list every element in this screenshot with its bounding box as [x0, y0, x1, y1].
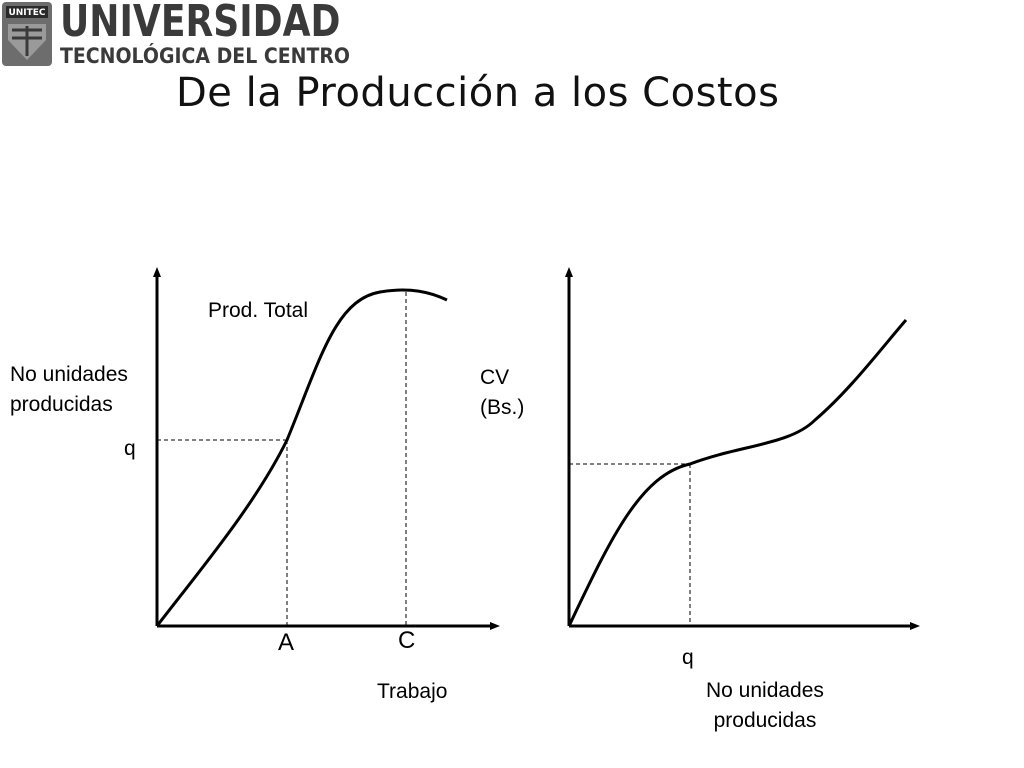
right-y-axis-label-line-1: CV — [480, 366, 510, 389]
point-c-label: C — [398, 627, 416, 654]
right-q-label: q — [682, 646, 694, 669]
page-title: De la Producción a los Costos — [176, 70, 780, 116]
total-product-label: Prod. Total — [208, 299, 309, 322]
left-q-label: q — [124, 437, 136, 460]
point-a-label: A — [278, 629, 295, 656]
right-x-axis-label-line-1: No unidades — [706, 679, 824, 702]
right-y-axis-label-line-2: (Bs.) — [480, 396, 525, 419]
unitec-shield-icon: UNITEC — [2, 2, 52, 66]
right-x-axis-label: No unidades producidas — [706, 676, 824, 736]
left-y-axis-label-line-2: producidas — [10, 393, 113, 416]
left-y-axis-label-line-1: No unidades — [10, 363, 128, 386]
logo-line-2: TECNOLÓGICA DEL CENTRO — [60, 44, 350, 68]
total-product-curve — [155, 288, 448, 627]
logo-line-1: UNIVERSIDAD — [60, 0, 341, 47]
left-y-axis-label: No unidades producidas — [10, 360, 128, 420]
right-x-axis-label-line-2: producidas — [713, 709, 817, 732]
variable-cost-curve — [567, 319, 908, 627]
left-x-axis-label: Trabajo — [377, 680, 448, 703]
right-y-axis-label: CV (Bs.) — [480, 363, 524, 423]
university-logo: UNITEC UNIVERSIDAD TECNOLÓGICA DEL CENTR… — [0, 0, 350, 72]
logo-badge-text: UNITEC — [8, 8, 45, 18]
